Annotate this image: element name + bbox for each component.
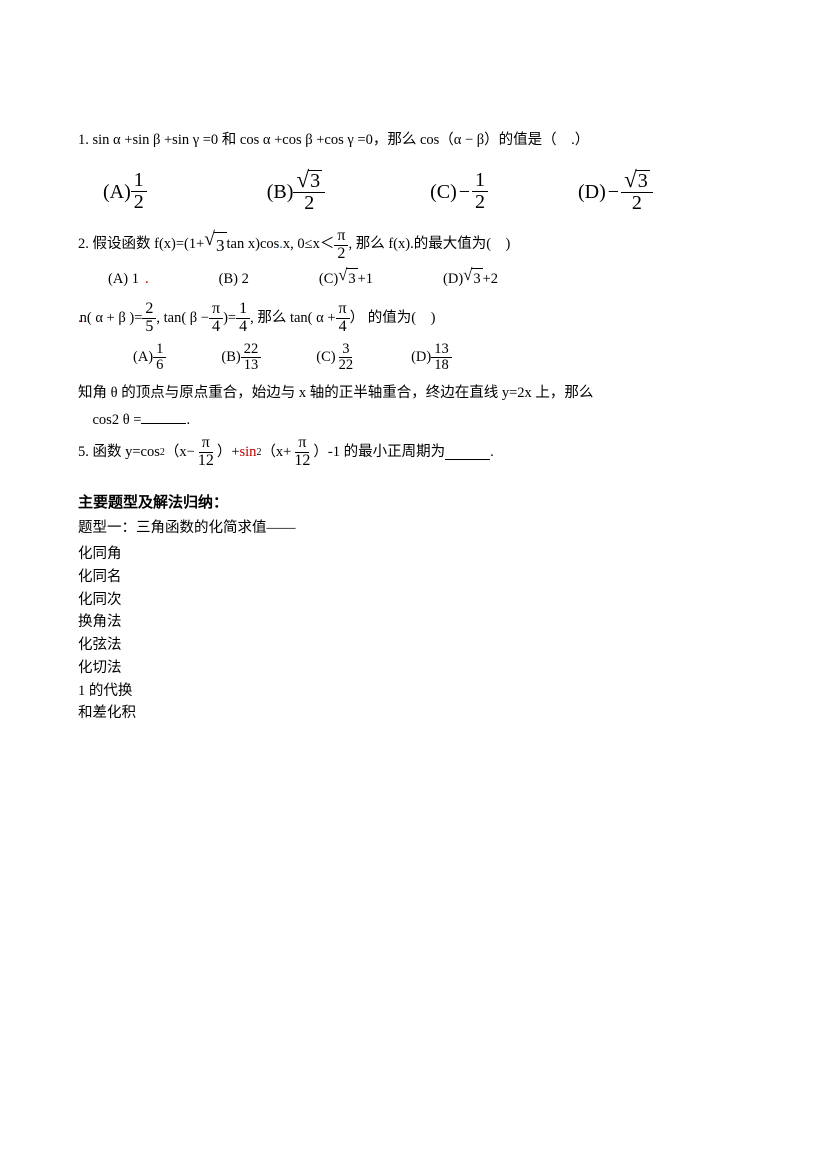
- list-item: 化弦法: [78, 635, 748, 657]
- q2-options: (A) 1. (B) 2 (C) √3 +1 (D) √3 +2: [78, 268, 748, 291]
- section-title: 主要题型及解法归纳：: [78, 492, 748, 515]
- q5-stem: 5. 函数 y=cos2 （x− π12 ）+ sin2 （x+ π12 ）-1…: [78, 435, 748, 470]
- q2-stem: 2. 假设函数 f(x)=(1+ √3 tan x)cos . x, 0≤x＜ …: [78, 228, 748, 263]
- q3-opt-B: (B) 2213: [221, 342, 261, 373]
- q1-opt-B: (B) √3 2: [267, 170, 325, 214]
- q4-line1: 知角 θ 的顶点与原点重合，始边与 x 轴的正半轴重合，终边在直线 y=2x 上…: [78, 383, 748, 405]
- q2-opt-C: (C) √3 +1: [319, 268, 373, 291]
- method-list: 化同角 化同名 化同次 换角法 化弦法 化切法 1 的代换 和差化积: [78, 544, 748, 725]
- list-item: 换角法: [78, 612, 748, 634]
- blank-fill-2: [445, 445, 490, 460]
- q3-stem: . n( α + β )= 25 , tan( β − π4 )= 14 , 那…: [78, 301, 748, 336]
- list-item: 化切法: [78, 658, 748, 680]
- q3-opt-A: (A) 16: [133, 342, 166, 373]
- q3-options: (A) 16 (B) 2213 (C) 322 (D) 1318: [78, 342, 748, 373]
- q1-opt-A: (A) 1 2: [103, 170, 147, 213]
- list-item: 化同角: [78, 544, 748, 566]
- q1-options: (A) 1 2 (B) √3 2 (C) − 1 2 (D) − √3 2: [78, 170, 748, 214]
- list-item: 1 的代换: [78, 681, 748, 703]
- q1-opt-D: (D) − √3 2: [578, 170, 653, 214]
- q3-opt-C: (C) 322: [316, 342, 356, 373]
- list-item: 化同名: [78, 567, 748, 589]
- q1-stem: 1. sin α +sin β +sin γ =0 和 cos α +cos β…: [78, 130, 748, 152]
- q1-opt-C: (C) − 1 2: [430, 170, 488, 213]
- q3-opt-D: (D) 1318: [411, 342, 452, 373]
- q2-opt-A: (A) 1.: [108, 269, 149, 291]
- q4-line2: cos2 θ =.: [78, 409, 748, 432]
- list-item: 和差化积: [78, 703, 748, 725]
- topic-line: 题型一：三角函数的化简求值——: [78, 518, 748, 540]
- list-item: 化同次: [78, 590, 748, 612]
- q2-opt-D: (D) √3 +2: [443, 268, 498, 291]
- blank-fill: [141, 409, 186, 424]
- q2-opt-B: (B) 2: [219, 269, 249, 291]
